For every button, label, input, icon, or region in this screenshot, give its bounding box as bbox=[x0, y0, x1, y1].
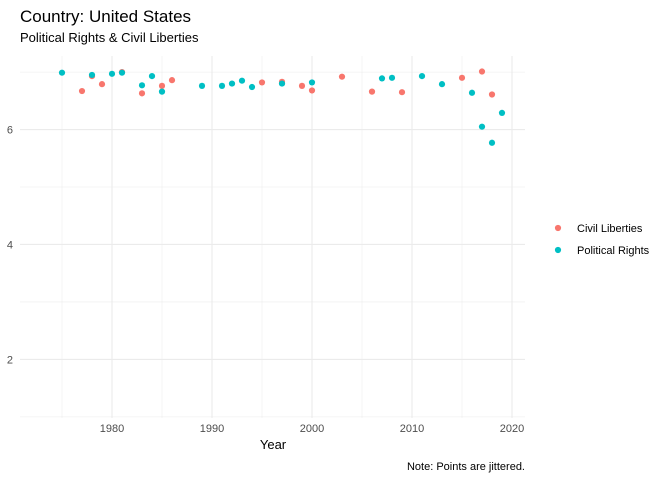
data-point bbox=[488, 139, 496, 146]
data-point bbox=[108, 70, 116, 77]
data-point bbox=[468, 89, 476, 96]
data-point bbox=[278, 80, 286, 87]
data-point bbox=[498, 109, 506, 116]
data-point bbox=[58, 69, 66, 76]
data-point bbox=[388, 74, 396, 81]
data-point bbox=[308, 79, 316, 86]
data-point bbox=[78, 87, 86, 95]
x-tick-labels: 1980 1990 2000 2010 2020 bbox=[100, 423, 524, 435]
legend-label: Political Rights bbox=[577, 245, 650, 257]
x-tick-label: 2000 bbox=[300, 423, 324, 435]
data-point bbox=[198, 82, 206, 89]
data-point bbox=[458, 74, 466, 81]
data-point bbox=[118, 69, 126, 76]
data-point bbox=[298, 82, 306, 89]
y-tick-label: 6 bbox=[7, 125, 13, 137]
legend: Civil Liberties Political Rights bbox=[554, 223, 650, 257]
chart-subtitle: Political Rights & Civil Liberties bbox=[20, 30, 199, 45]
data-point bbox=[98, 81, 106, 88]
data-point bbox=[438, 81, 446, 88]
chart-title: Country: United States bbox=[20, 7, 191, 26]
data-point bbox=[138, 82, 146, 89]
y-tick-labels: 2 4 6 bbox=[7, 125, 13, 367]
legend-key bbox=[554, 246, 562, 254]
x-tick-label: 2020 bbox=[500, 423, 524, 435]
legend-key bbox=[554, 224, 562, 232]
x-tick-label: 1990 bbox=[200, 423, 224, 435]
data-point bbox=[308, 87, 316, 94]
chart-caption: Note: Points are jittered. bbox=[407, 461, 525, 473]
y-tick-label: 2 bbox=[7, 354, 13, 366]
data-point bbox=[168, 77, 176, 84]
data-point bbox=[138, 90, 146, 97]
data-point bbox=[158, 82, 166, 89]
data-points bbox=[58, 68, 506, 146]
data-point bbox=[478, 68, 486, 75]
data-point bbox=[228, 80, 236, 87]
data-point bbox=[478, 123, 486, 130]
data-point bbox=[368, 88, 376, 95]
data-point bbox=[488, 91, 496, 98]
x-tick-label: 2010 bbox=[400, 423, 424, 435]
data-point bbox=[238, 77, 246, 84]
data-point bbox=[248, 83, 256, 91]
grid-lines bbox=[20, 56, 525, 418]
data-point bbox=[148, 73, 156, 80]
data-point bbox=[158, 88, 166, 95]
y-tick-label: 4 bbox=[7, 239, 13, 251]
data-point bbox=[338, 73, 346, 80]
data-point bbox=[398, 89, 406, 96]
x-tick-label: 1980 bbox=[100, 423, 124, 435]
legend-label: Civil Liberties bbox=[577, 223, 643, 235]
data-point bbox=[378, 75, 386, 82]
data-point bbox=[258, 79, 266, 86]
data-point bbox=[418, 73, 426, 80]
x-axis-title: Year bbox=[260, 437, 287, 452]
data-point bbox=[88, 71, 96, 79]
data-point bbox=[218, 82, 226, 89]
